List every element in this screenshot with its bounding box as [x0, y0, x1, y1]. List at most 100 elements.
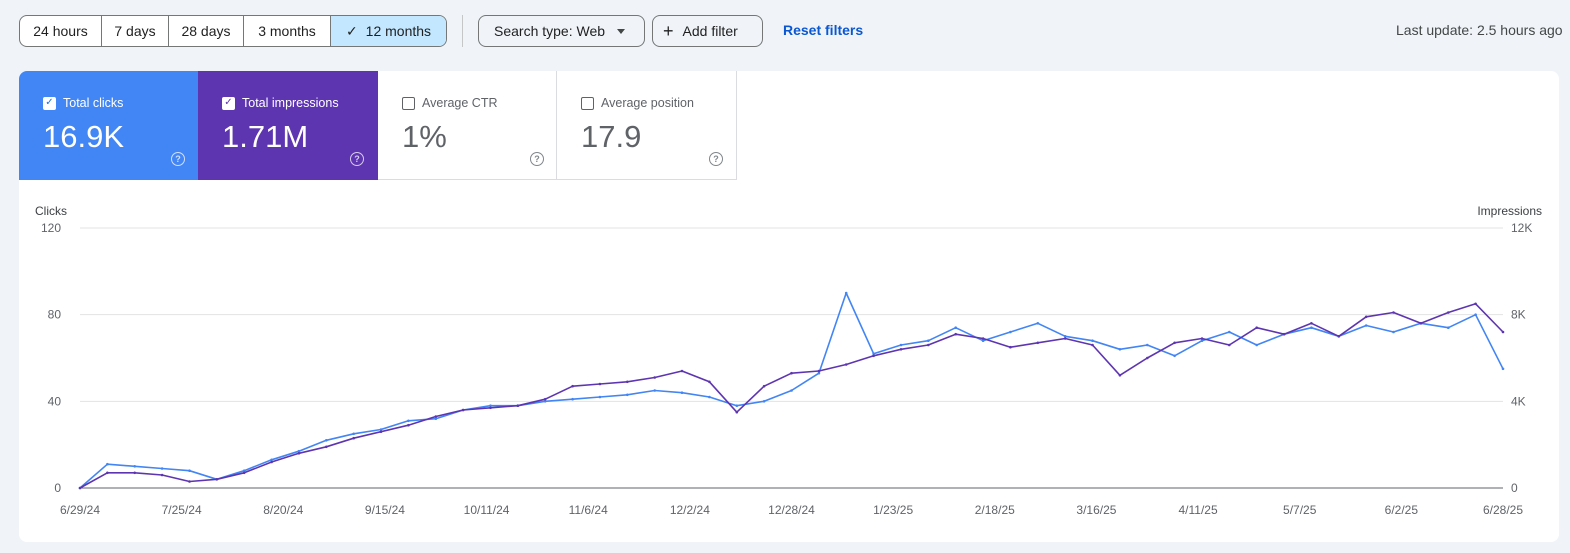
x-tick-label: 2/18/25 — [975, 503, 1015, 517]
clicks-data-point — [762, 400, 766, 403]
checkbox-unchecked-icon[interactable] — [402, 96, 415, 110]
search-type-label: Search type: Web — [494, 23, 606, 39]
clicks-data-point — [1036, 322, 1040, 325]
performance-chart: 0 0 40 4K 80 8K 120 12K Clicks Impressions 6/29/24… — [35, 204, 1542, 517]
clicks-data-point — [927, 339, 930, 343]
clicks-data-point — [626, 393, 629, 397]
clicks-data-point — [106, 462, 109, 466]
clicks-data-point — [1364, 324, 1368, 327]
impressions-data-point — [78, 486, 82, 490]
add-filter-label: Add filter — [682, 23, 738, 39]
right-tick-label: 12K — [1511, 221, 1532, 235]
right-axis-title: Impressions — [1477, 204, 1542, 218]
impressions-data-point — [1501, 330, 1505, 334]
impressions-data-point — [434, 415, 438, 418]
add-filter-button[interactable]: + Add filter — [652, 15, 763, 47]
clicks-data-point — [407, 419, 410, 423]
impressions-data-point — [598, 382, 602, 386]
toolbar: 24 hours 7 days 28 days 3 months ✓ 12 mo… — [19, 15, 1570, 47]
x-tick-label: 12/28/24 — [768, 503, 815, 517]
impressions-data-point — [407, 423, 410, 427]
clicks-data-point — [708, 395, 711, 399]
help-icon[interactable]: ? — [709, 152, 723, 166]
impressions-data-point — [708, 380, 711, 384]
metric-value: 1% — [402, 119, 447, 154]
x-tick-label: 6/2/25 — [1385, 503, 1419, 517]
clicks-data-point — [1447, 326, 1450, 329]
impressions-data-point — [133, 471, 136, 475]
range-3-months-button[interactable]: 3 months — [244, 16, 331, 46]
x-tick-label: 4/11/25 — [1178, 503, 1217, 517]
right-tick-label: 8K — [1511, 308, 1526, 322]
clicks-data-point — [297, 449, 301, 453]
impressions-data-point — [1063, 337, 1067, 340]
metric-total-clicks[interactable]: ✓ Total clicks 16.9K ? — [19, 71, 198, 180]
checkbox-checked-icon[interactable]: ✓ — [43, 96, 56, 110]
x-tick-label: 6/28/25 — [1483, 503, 1523, 517]
help-icon[interactable]: ? — [350, 152, 364, 166]
clicks-data-point — [735, 404, 739, 408]
left-axis-title: Clicks — [35, 204, 67, 218]
left-tick-label: 0 — [54, 481, 61, 495]
x-tick-label: 8/20/24 — [263, 503, 303, 517]
impressions-data-point — [790, 371, 793, 375]
x-tick-label: 12/2/24 — [670, 503, 710, 517]
impressions-data-point — [927, 343, 930, 347]
clicks-data-point — [899, 343, 903, 347]
last-update-text: Last update: 2.5 hours ago — [1396, 22, 1563, 38]
help-icon[interactable]: ? — [171, 152, 185, 166]
clicks-data-point — [379, 428, 383, 431]
impressions-series-line — [79, 303, 1504, 489]
impressions-data-point — [844, 363, 848, 366]
impressions-data-point — [1228, 343, 1231, 347]
clicks-data-point — [1173, 354, 1176, 358]
x-tick-label: 5/7/25 — [1283, 503, 1317, 517]
impressions-data-point — [242, 471, 246, 475]
reset-filters-link[interactable]: Reset filters — [783, 22, 864, 38]
clicks-data-point — [1200, 339, 1204, 343]
clicks-data-point — [844, 291, 848, 295]
impressions-data-point — [680, 369, 684, 373]
clicks-data-point — [817, 371, 821, 375]
toolbar-divider — [462, 15, 463, 47]
clicks-data-point — [543, 400, 547, 403]
left-tick-label: 80 — [48, 308, 62, 322]
metric-value: 1.71M — [222, 119, 309, 154]
impressions-data-point — [543, 397, 547, 401]
range-12-months-button[interactable]: ✓ 12 months — [331, 16, 446, 46]
impressions-data-point — [215, 478, 219, 481]
impressions-data-point — [571, 384, 574, 388]
range-7-days-button[interactable]: 7 days — [102, 16, 169, 46]
clicks-data-point — [1474, 313, 1477, 316]
clicks-data-point — [1118, 348, 1122, 351]
impressions-data-point — [1118, 374, 1122, 377]
range-24-hours-button[interactable]: 24 hours — [20, 16, 102, 46]
impressions-data-point — [872, 354, 875, 358]
clicks-data-point — [242, 469, 246, 473]
clicks-data-point — [1255, 343, 1258, 347]
x-tick-label: 3/16/25 — [1076, 503, 1116, 517]
metric-average-ctr[interactable]: Average CTR 1% ? — [378, 71, 557, 180]
clicks-data-point — [325, 439, 328, 442]
range-28-days-button[interactable]: 28 days — [169, 16, 244, 46]
x-tick-label: 9/15/24 — [365, 503, 405, 517]
metric-label: Average CTR — [422, 96, 498, 110]
metric-value: 17.9 — [581, 119, 642, 154]
impressions-data-point — [981, 337, 985, 340]
impressions-data-point — [954, 332, 957, 336]
left-tick-label: 120 — [41, 221, 61, 235]
clicks-data-point — [133, 465, 136, 468]
metric-average-position[interactable]: Average position 17.9 ? — [557, 71, 737, 180]
impressions-data-point — [626, 380, 629, 384]
search-type-dropdown[interactable]: Search type: Web — [478, 15, 645, 47]
impressions-data-point — [489, 406, 492, 410]
x-tick-label: 11/6/24 — [569, 503, 608, 517]
impressions-data-point — [1036, 341, 1040, 345]
impressions-data-point — [106, 471, 109, 475]
impressions-data-point — [899, 348, 903, 351]
right-tick-label: 4K — [1511, 394, 1526, 408]
help-icon[interactable]: ? — [530, 152, 544, 166]
checkbox-unchecked-icon[interactable] — [581, 96, 594, 110]
checkbox-checked-icon[interactable]: ✓ — [222, 96, 235, 110]
metric-total-impressions[interactable]: ✓ Total impressions 1.71M ? — [198, 71, 378, 180]
